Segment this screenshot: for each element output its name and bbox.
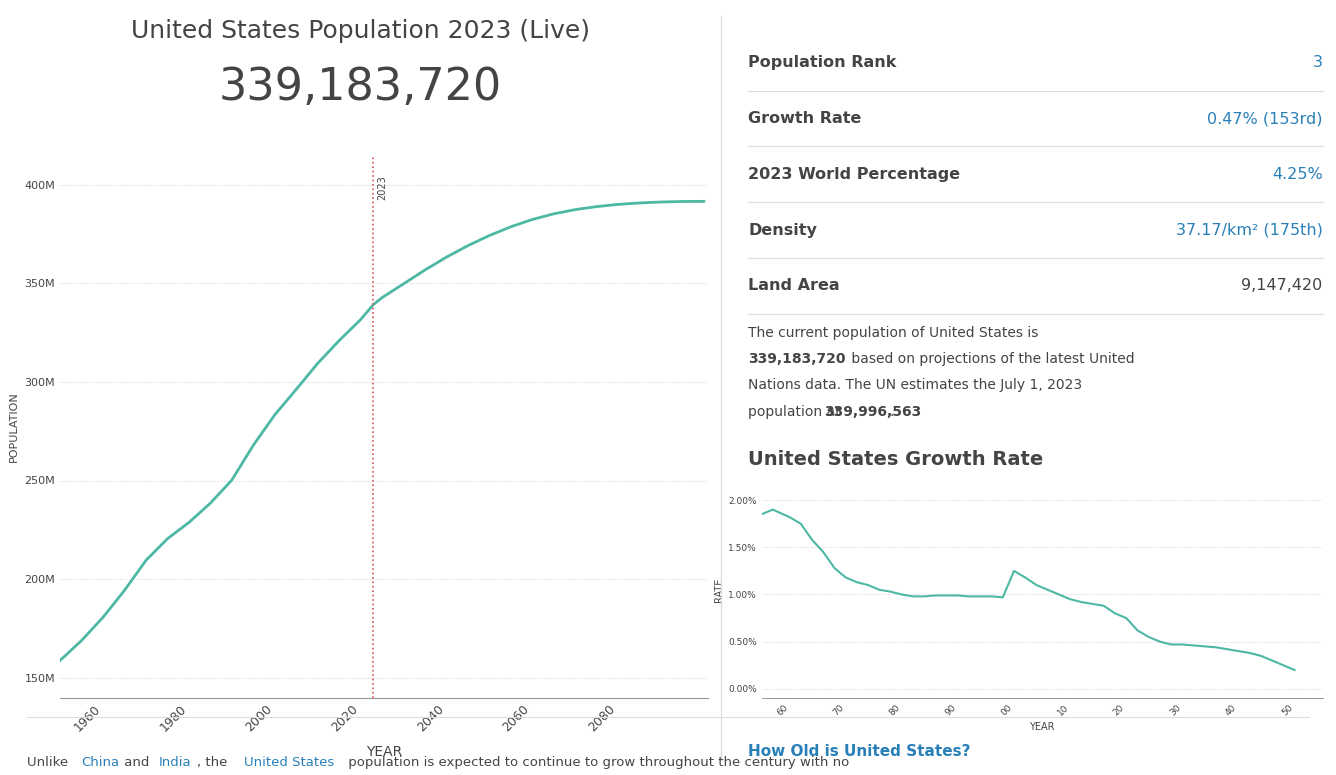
X-axis label: YEAR: YEAR [366,746,402,760]
Text: .: . [890,405,894,418]
Text: The current population of United States is: The current population of United States … [748,326,1038,339]
Text: , the: , the [198,756,232,769]
Text: 2023: 2023 [377,175,387,200]
Text: based on projections of the latest United: based on projections of the latest Unite… [847,352,1134,366]
Text: and: and [120,756,154,769]
Text: population is expected to continue to grow throughout the century with no: population is expected to continue to gr… [345,756,850,769]
Text: 2023 World Percentage: 2023 World Percentage [748,167,961,182]
Text: Population Rank: Population Rank [748,55,896,71]
Text: 4.25%: 4.25% [1272,167,1323,182]
Text: 37.17/km² (175th): 37.17/km² (175th) [1176,222,1323,238]
Text: population at: population at [748,405,846,418]
Y-axis label: POPULATION: POPULATION [9,391,19,462]
Text: India: India [159,756,191,769]
Text: 339,996,563: 339,996,563 [824,405,922,418]
X-axis label: YEAR: YEAR [1029,722,1055,732]
Text: 3: 3 [1313,55,1323,71]
Text: Density: Density [748,222,818,238]
Text: Land Area: Land Area [748,278,840,294]
Text: United States Growth Rate: United States Growth Rate [748,450,1043,470]
Text: 0.47% (153rd): 0.47% (153rd) [1208,111,1323,126]
Text: Growth Rate: Growth Rate [748,111,862,126]
Text: 339,183,720: 339,183,720 [219,66,502,108]
Text: Unlike: Unlike [27,756,72,769]
Text: United States Population 2023 (Live): United States Population 2023 (Live) [131,19,591,43]
Text: 9,147,420: 9,147,420 [1241,278,1323,294]
Text: How Old is United States?: How Old is United States? [748,744,971,759]
Text: China: China [81,756,119,769]
Text: 339,183,720: 339,183,720 [748,352,846,366]
Text: United States: United States [243,756,334,769]
Y-axis label: RATE: RATE [713,577,724,602]
Text: Nations data. The UN estimates the July 1, 2023: Nations data. The UN estimates the July … [748,378,1082,392]
